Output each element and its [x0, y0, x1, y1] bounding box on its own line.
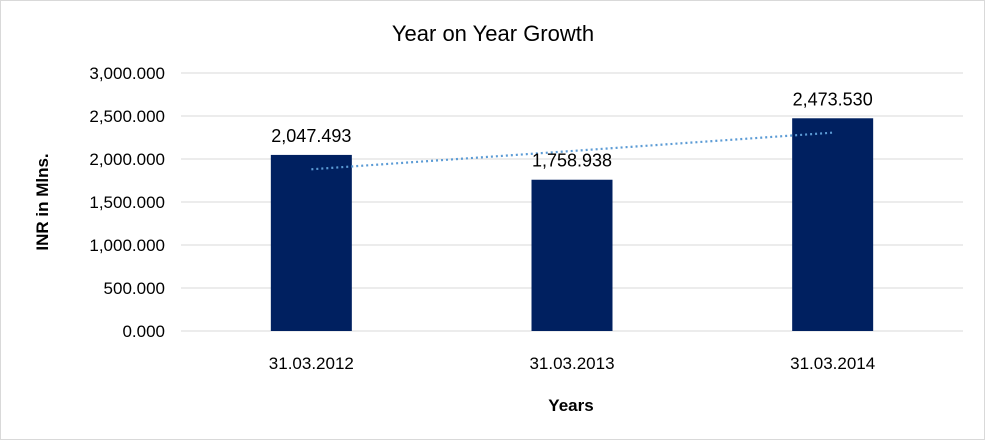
bar — [792, 118, 874, 331]
bar — [270, 154, 352, 331]
y-tick-label: 500.000 — [104, 279, 165, 298]
y-axis-label: INR in Mlns. — [33, 153, 52, 250]
x-tick-label: 31.03.2014 — [790, 354, 875, 373]
y-tick-label: 0.000 — [122, 322, 165, 341]
y-tick-label: 1,000.000 — [89, 236, 165, 255]
bars — [270, 118, 874, 331]
data-label: 2,473.530 — [793, 89, 873, 109]
x-tick-label: 31.03.2013 — [529, 354, 614, 373]
trendline — [311, 131, 833, 171]
chart-title: Year on Year Growth — [392, 21, 594, 46]
data-label: 1,758.938 — [532, 151, 612, 171]
y-tick-label: 1,500.000 — [89, 193, 165, 212]
y-tick-label: 2,000.000 — [89, 150, 165, 169]
data-label: 2,047.493 — [271, 126, 351, 146]
y-axis-ticks: 0.000 500.000 1,000.000 1,500.000 2,000.000 2… — [89, 64, 165, 341]
y-tick-label: 2,500.000 — [89, 107, 165, 126]
data-labels: 2,047.493 1,758.938 2,473.530 — [271, 89, 872, 170]
x-axis-ticks: 31.03.2012 31.03.2013 31.03.2014 — [269, 354, 875, 373]
x-axis-label: Years — [548, 396, 593, 415]
y-tick-label: 3,000.000 — [89, 64, 165, 83]
bar — [531, 179, 613, 331]
trendline-line — [311, 131, 833, 171]
x-tick-label: 31.03.2012 — [269, 354, 354, 373]
